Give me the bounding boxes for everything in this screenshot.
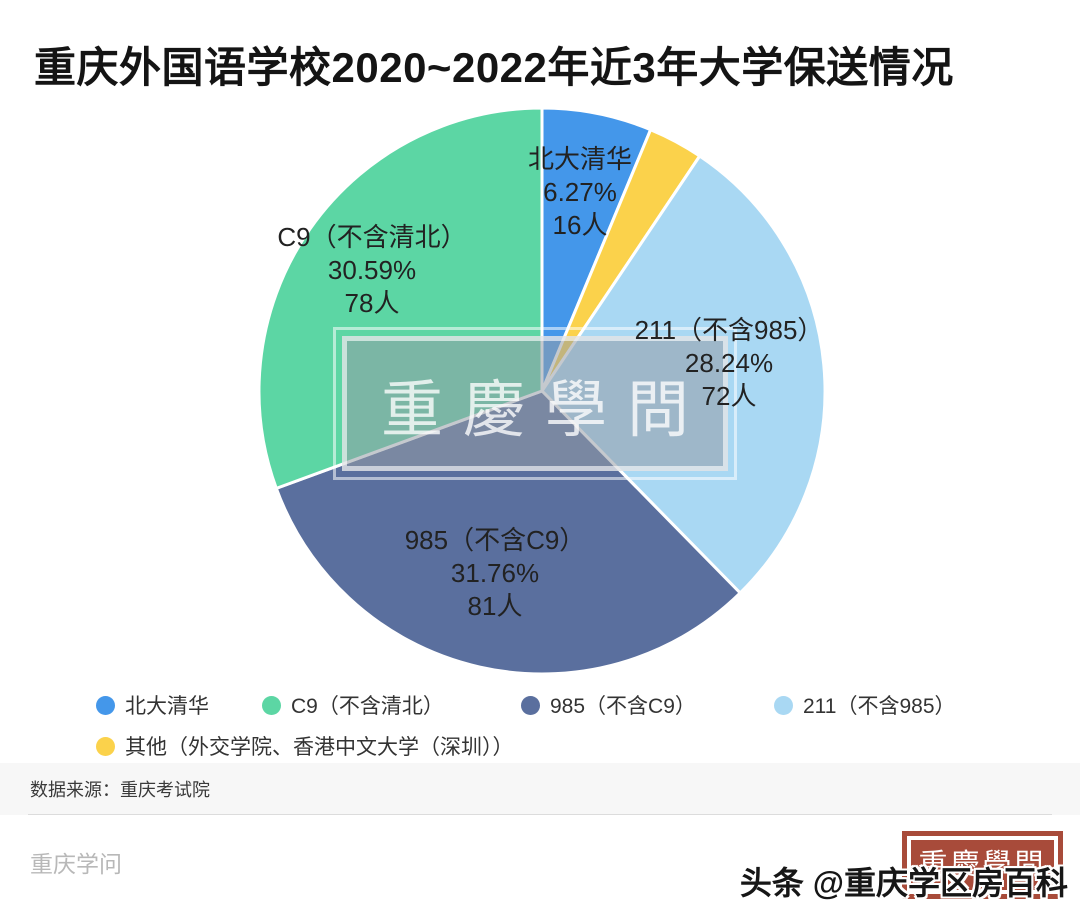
legend-dot-icon [96, 695, 115, 715]
slice-count: 78人 [344, 288, 400, 318]
slice-count: 16人 [552, 210, 608, 240]
legend-item-211: 211（不含985） [774, 692, 956, 718]
legend-label: C9（不含清北） [291, 695, 444, 718]
footer-brand-text: 重庆学问 [30, 851, 122, 877]
watermark-box: 重慶學問 [333, 327, 737, 480]
slice-name: 北大清华 [527, 144, 632, 174]
legend-item-c9: C9（不含清北） [262, 692, 444, 718]
slice-count: 72人 [701, 381, 757, 411]
slice-name: 211（不含985） [634, 315, 824, 345]
legend-label: 985（不含C9） [550, 695, 696, 718]
legend-item-beida-qinghua: 北大清华 [96, 692, 209, 718]
legend-dot-icon [521, 695, 540, 715]
footer-divider [28, 814, 1052, 815]
brand-stamp: 重慶學問 [902, 831, 1063, 899]
slice-label-c9: C9（不含清北） 30.59% 78人 [212, 221, 532, 320]
slice-label-211: 211（不含985） 28.24% 72人 [569, 314, 889, 413]
slice-count: 81人 [467, 591, 523, 621]
brand-stamp-panel: 重慶學問 [911, 840, 1054, 890]
watermark-text: 重慶學問 [380, 372, 709, 446]
slice-name: C9（不含清北） [277, 222, 467, 252]
source-band: 数据来源：重庆考试院 [0, 763, 1080, 815]
brand-stamp-text: 重慶學問 [918, 847, 1047, 881]
legend-dot-icon [262, 695, 281, 715]
slice-name: 985（不含C9） [404, 525, 586, 555]
author-handle-text: 头条 @重庆学区房百科 [739, 865, 1068, 901]
legend-item-other: 其他（外交学院、香港中文大学（深圳）） [96, 733, 514, 759]
data-source-text: 数据来源：重庆考试院 [30, 780, 210, 800]
legend-label: 其他（外交学院、香港中文大学（深圳）） [125, 736, 514, 759]
slice-percent: 30.59% [327, 255, 417, 285]
slice-label-985: 985（不含C9） 31.76% 81人 [335, 524, 655, 623]
slice-label-beida-qinghua: 北大清华 6.27% 16人 [420, 143, 740, 242]
legend-item-985: 985（不含C9） [521, 692, 696, 718]
slice-percent: 28.24% [684, 348, 774, 378]
legend-dot-icon [96, 736, 115, 756]
page-title: 重庆外国语学校2020~2022年近3年大学保送情况 [34, 44, 954, 91]
legend-dot-icon [774, 695, 793, 715]
slice-percent: 6.27% [543, 177, 617, 207]
slice-percent: 31.76% [450, 558, 540, 588]
watermark-panel: 重慶學問 [342, 336, 728, 471]
legend-label: 211（不含985） [803, 695, 956, 718]
legend-label: 北大清华 [125, 695, 209, 718]
